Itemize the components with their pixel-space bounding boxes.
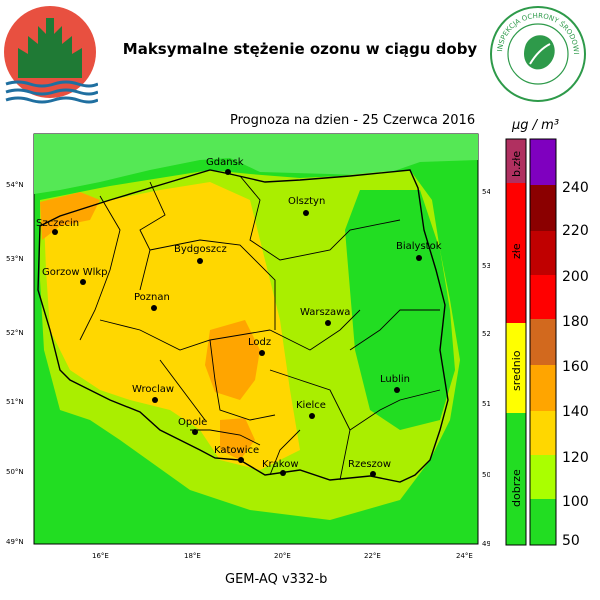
city-label-lodz: Lodz [248,337,271,348]
ozone-map: 54°N 53°N 52°N 51°N 50°N 49°N 54°N 53°N … [6,133,490,560]
color-swatch [530,139,556,185]
color-swatch [530,319,556,365]
color-swatch [530,185,556,231]
category-bad-very [506,139,526,183]
city-label-poznan: Poznan [134,292,170,303]
lon-tick: 18°E [184,552,201,560]
city-marker [152,397,158,403]
category-label: dobrze [510,469,523,507]
color-swatch [530,275,556,319]
city-marker [394,387,400,393]
color-swatch [530,455,556,499]
lat-tick: 53°N [6,255,24,263]
lon-tick: 24°E [456,552,473,560]
legend-value: 50 [562,533,580,549]
city-label-wroclaw: Wroclaw [132,384,174,395]
legend-value: 120 [562,450,589,466]
lat-tick: 49°N [6,538,24,546]
lat-tick: 52°N [6,329,24,337]
legend-value: 220 [562,223,589,239]
value-colorbar [529,138,557,546]
lat-tick: 49°N [482,540,490,548]
category-label: srednio [510,350,523,391]
legend-value: 240 [562,180,589,196]
lat-tick: 53°N [482,262,490,270]
lon-ticks: 16°E 18°E 20°E 22°E 24°E [92,552,473,560]
color-swatch [530,411,556,455]
orange-zone-lodz [205,320,260,400]
category-label: złe [510,243,523,259]
legend-value: 100 [562,494,589,510]
lon-tick: 22°E [364,552,381,560]
city-label-gorzow: Gorzow Wlkp [42,267,108,278]
baltic-sea-area [34,134,478,194]
lat-ticks-left: 54°N 53°N 52°N 51°N 50°N 49°N [6,181,24,546]
color-swatch [530,231,556,275]
category-medium [506,323,526,413]
legend-value: 160 [562,359,589,375]
city-marker [280,470,286,476]
city-label-kielce: Kielce [296,400,326,411]
category-good [506,413,526,545]
city-label-szczecin: Szczecin [36,218,79,229]
city-label-warszawa: Warszawa [300,307,350,318]
city-marker [259,350,265,356]
color-swatch [530,365,556,411]
city-label-olsztyn: Olsztyn [288,196,325,207]
city-marker [238,457,244,463]
lat-tick: 51°N [482,400,490,408]
lon-tick: 16°E [92,552,109,560]
forecast-date-label: Prognoza na dzien - 25 Czerwca 2016 [230,113,476,128]
voivodeship-borders [79,175,441,481]
city-label-opole: Opole [178,417,207,428]
category-bad [506,183,526,323]
legend-value: 140 [562,404,589,420]
city-marker [225,169,231,175]
city-label-lublin: Lublin [380,374,410,385]
units-label: µg / m³ [512,118,560,133]
city-label-bydgoszcz: Bydgoszcz [174,244,227,255]
lon-tick: 20°E [274,552,291,560]
page-title: Maksymalne stężenie ozonu w ciągu doby [122,40,478,58]
city-marker [325,320,331,326]
orange-zone-silesia [220,418,255,460]
legend-value: 180 [562,314,589,330]
city-marker [197,258,203,264]
city-marker [416,255,422,261]
lat-tick: 50°N [6,468,24,476]
color-swatch [530,499,556,545]
lat-tick: 54°N [482,188,490,196]
city-marker [52,229,58,235]
city-label-bialystok: Bialystok [396,241,442,252]
city-marker [80,279,86,285]
city-marker [151,305,157,311]
orange-zone-coast [40,192,100,240]
lat-tick: 52°N [482,330,490,338]
city-marker [192,429,198,435]
city-label-katowice: Katowice [214,445,259,456]
legend: b.złe złe srednio dobrze 240 220 200 180… [505,138,589,549]
city-label-rzeszow: Rzeszow [348,459,391,470]
city-label-krakow: Krakow [262,459,299,470]
lat-tick: 51°N [6,398,24,406]
legend-value: 200 [562,269,589,285]
lat-ticks-right: 54°N 53°N 52°N 51°N 50°N 49°N [482,188,490,548]
lat-tick: 50°N [482,471,490,479]
cities: Gdansk Olsztyn Szczecin Bydgoszcz Bialys… [36,157,442,477]
city-marker [370,471,376,477]
right-logo: INSPEKCJA OCHRONY ŚRODOWISKA [488,4,586,102]
lat-tick: 54°N [6,181,24,189]
city-marker [303,210,309,216]
model-label: GEM-AQ v332-b [225,572,328,587]
left-logo [4,6,98,104]
category-label: b.złe [510,151,523,177]
city-marker [309,413,315,419]
city-label-gdansk: Gdansk [206,157,244,168]
